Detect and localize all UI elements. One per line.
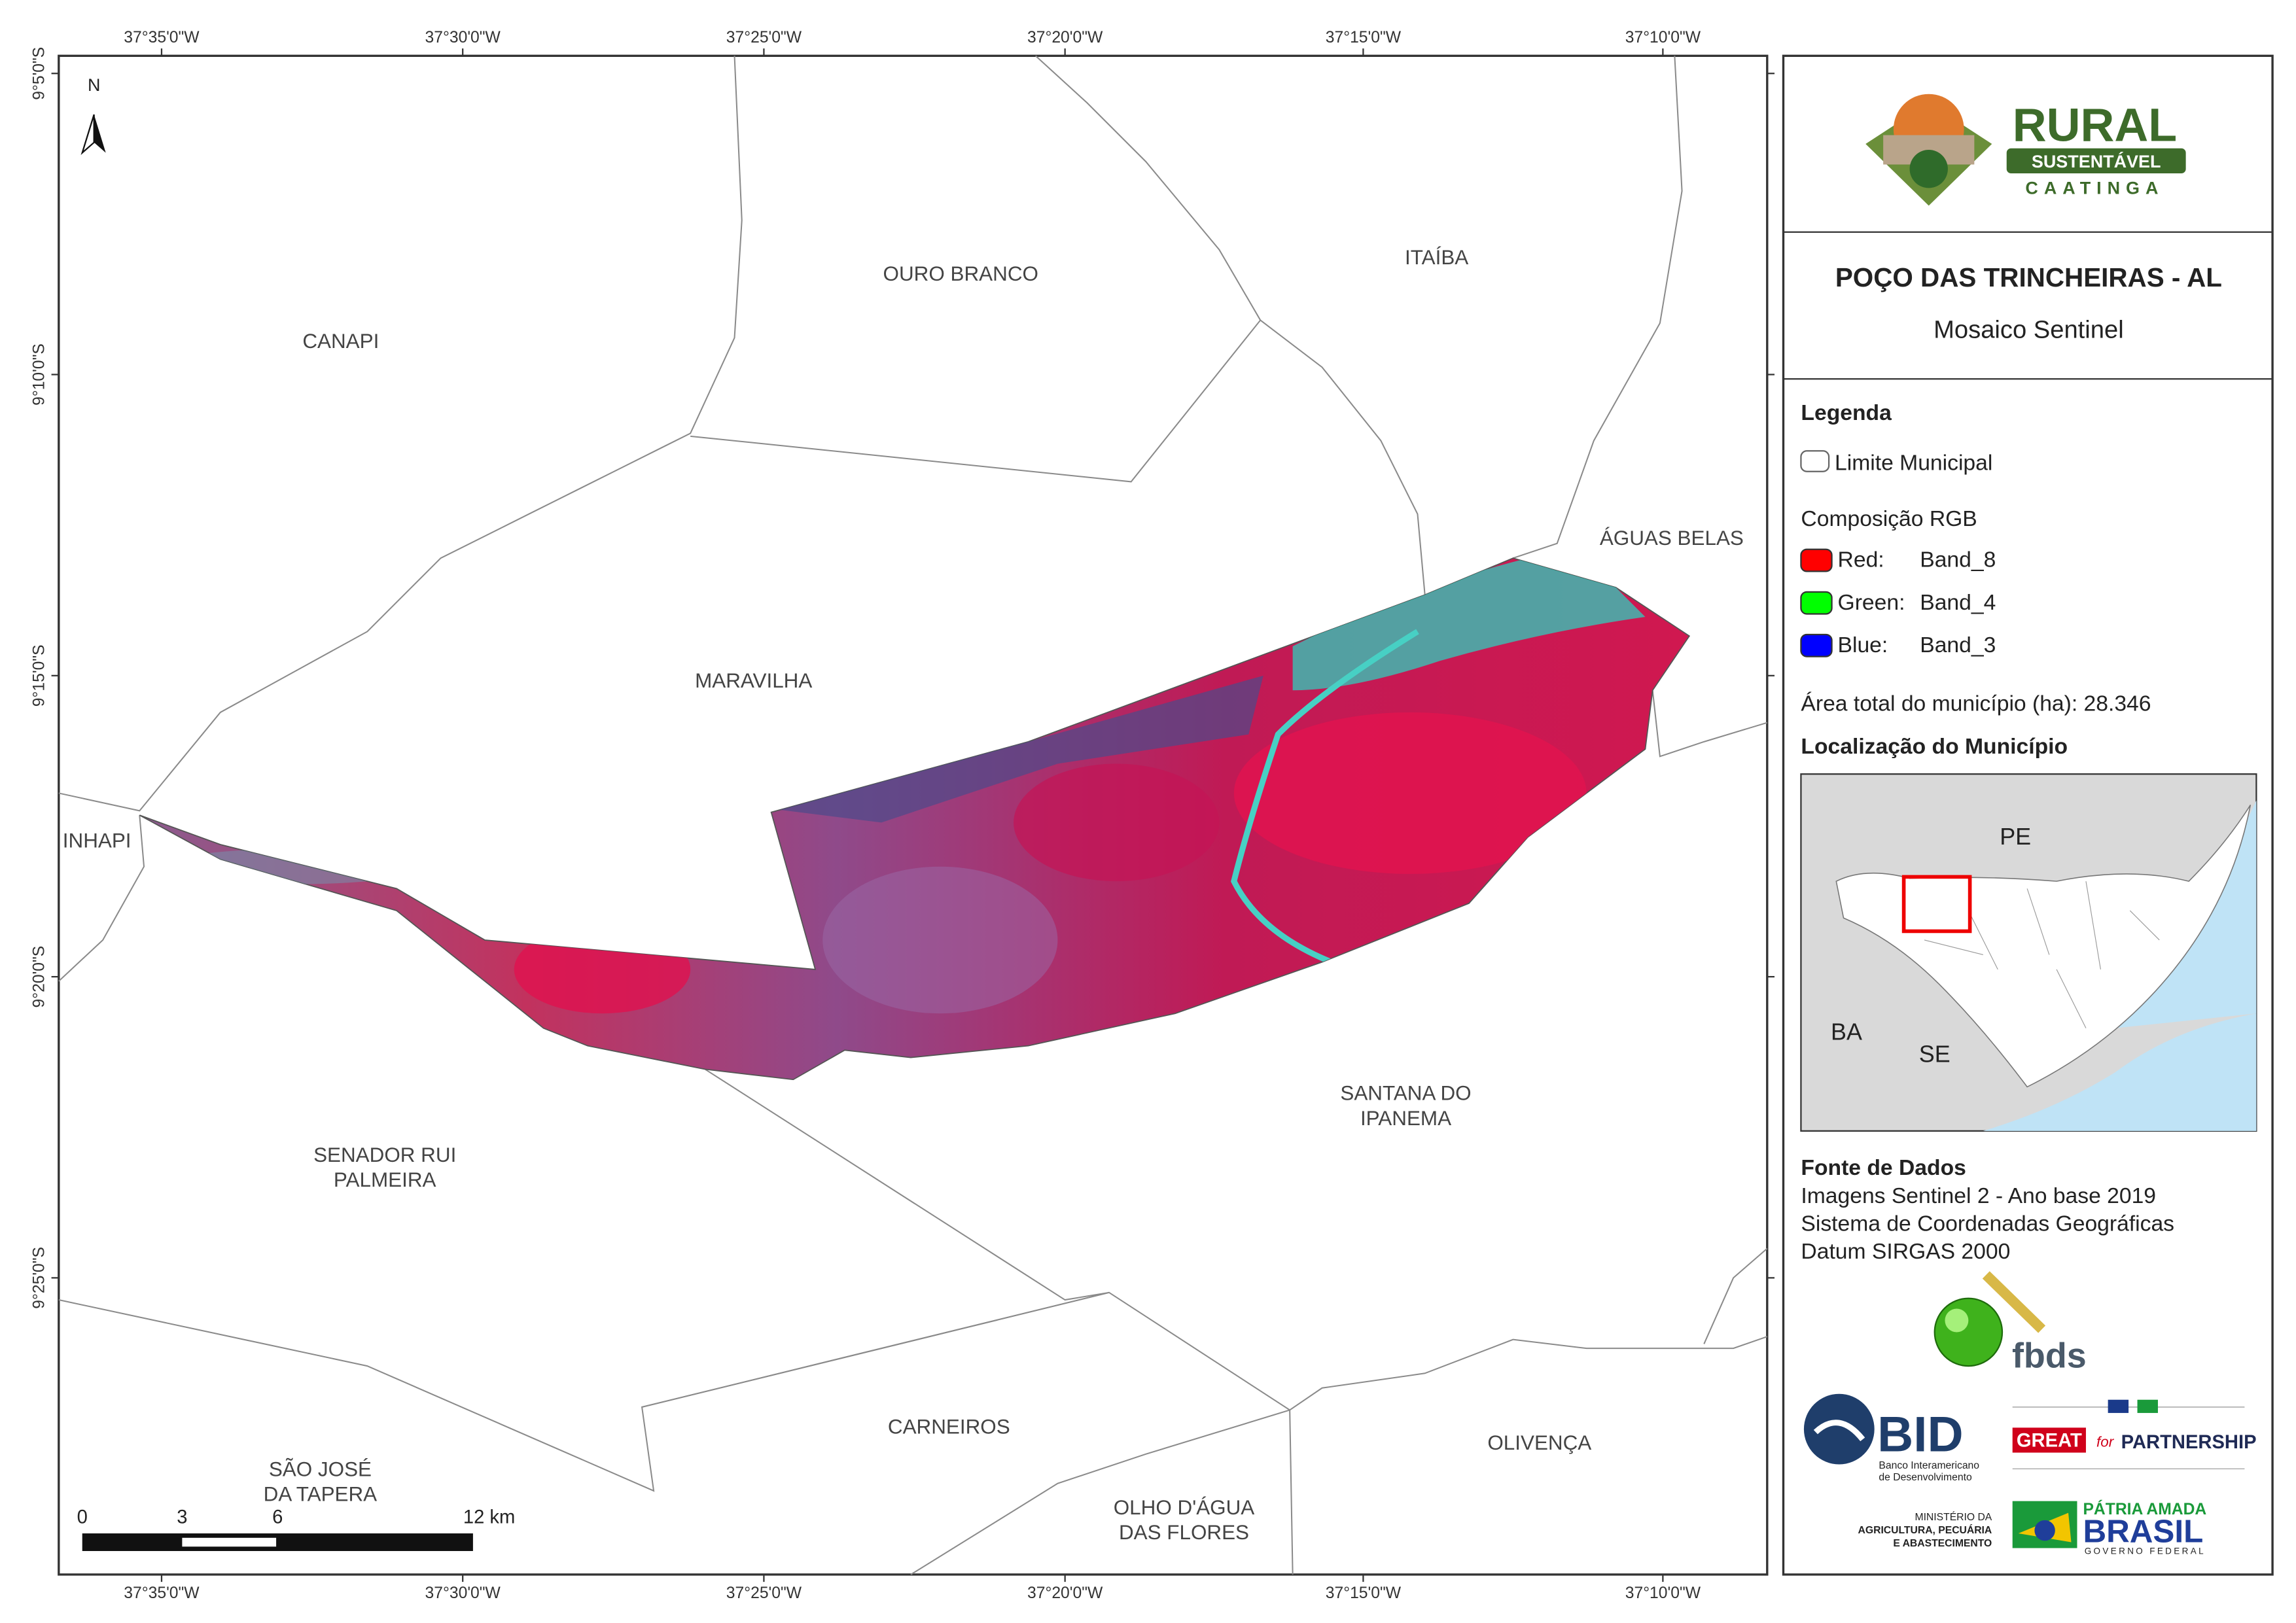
rural-logo: RURAL SUSTENTÁVEL CAATINGA — [1865, 94, 2186, 206]
logo-text: MINISTÉRIO DA — [1915, 1510, 1992, 1523]
logo-text: PÁTRIA AMADA — [2083, 1500, 2206, 1518]
municipality-label: DA TAPERA — [264, 1483, 377, 1506]
source-line: Datum SIRGAS 2000 — [1801, 1240, 2010, 1264]
ministry-logo: MINISTÉRIO DA AGRICULTURA, PECUÁRIA E AB… — [1858, 1500, 2207, 1556]
legend-subheading: Composição RGB — [1801, 507, 1977, 531]
boundaries — [58, 55, 1768, 1575]
municipality-label: OLIVENÇA — [1487, 1431, 1591, 1454]
legend-label: Band_8 — [1920, 548, 1996, 572]
logo-text: RURAL — [2013, 99, 2177, 152]
logo-text: SUSTENTÁVEL — [2032, 151, 2161, 171]
scale-label: 3 — [177, 1507, 187, 1527]
north-label: N — [88, 75, 100, 95]
area-text: Área total do município (ha): 28.346 — [1801, 692, 2151, 716]
scale-label: 0 — [77, 1507, 88, 1527]
coordinate-label: 37°15'0"W — [1326, 1584, 1402, 1602]
logo-text: GREAT — [2017, 1431, 2082, 1452]
inset-label: BA — [1831, 1019, 1862, 1045]
bid-logo: BID Banco Interamericano de Desenvolvime… — [1803, 1393, 1979, 1483]
coordinate-label: 37°20'0"W — [1027, 29, 1103, 46]
logo-text: PARTNERSHIP — [2121, 1432, 2257, 1453]
municipality-label: INHAPI — [63, 829, 132, 852]
fbds-logo: fbds — [1934, 1271, 2087, 1375]
municipality-label: ITAÍBA — [1405, 246, 1468, 269]
great-logo: GREAT for PARTNERSHIP — [2012, 1399, 2257, 1469]
municipality-label: PALMEIRA — [334, 1168, 436, 1191]
inset-map: PE BA SE — [1800, 773, 2257, 1132]
north-arrow: N — [80, 75, 106, 155]
coordinate-label: 9°15'0"S — [30, 644, 48, 707]
scale-label: 6 — [272, 1507, 283, 1527]
map-title: POÇO DAS TRINCHEIRAS - AL — [1835, 262, 2222, 292]
municipality-label: SÃO JOSÉ — [269, 1457, 372, 1480]
legend-label: Red: — [1838, 548, 1884, 572]
coordinate-label: 37°25'0"W — [726, 1584, 802, 1602]
scale-bar: 0 3 6 12 km — [77, 1507, 515, 1551]
coordinate-label: 37°35'0"W — [124, 1584, 200, 1602]
legend-heading: Legenda — [1801, 401, 1892, 425]
logo-text: GOVERNO FEDERAL — [2085, 1546, 2206, 1556]
coordinate-label: 37°30'0"W — [425, 29, 501, 46]
coordinate-label: 9°5'0"S — [30, 47, 48, 100]
municipality-label: CANAPI — [302, 330, 379, 353]
municipality-label: OLHO D'ÁGUA — [1114, 1496, 1255, 1519]
inset-label: SE — [1919, 1040, 1951, 1067]
logo-text: AGRICULTURA, PECUÁRIA — [1858, 1524, 1992, 1536]
coordinate-label: 9°20'0"S — [30, 946, 48, 1008]
logo-text: CAATINGA — [2025, 178, 2164, 198]
municipality-label: SENADOR RUI — [313, 1143, 456, 1166]
municipality-label: MARAVILHA — [695, 669, 812, 692]
coordinate-label: 37°10'0"W — [1625, 29, 1701, 46]
logo-text: fbds — [2012, 1336, 2087, 1375]
municipality-label: OURO BRANCO — [883, 262, 1038, 285]
rgb-swatch — [1800, 633, 1833, 657]
legend-label: Band_4 — [1920, 591, 1996, 615]
inset-label: PE — [2000, 823, 2031, 850]
coordinate-label: 37°30'0"W — [425, 1584, 501, 1602]
logo-text: de Desenvolvimento — [1879, 1472, 1972, 1483]
source-line: Imagens Sentinel 2 - Ano base 2019 — [1801, 1184, 2156, 1208]
boundary-swatch — [1800, 450, 1830, 472]
sources-heading: Fonte de Dados — [1801, 1156, 1966, 1180]
coordinate-label: 37°10'0"W — [1625, 1584, 1701, 1602]
logo-text: BID — [1877, 1406, 1963, 1462]
municipality-label: SANTANA DO — [1340, 1082, 1471, 1105]
source-line: Sistema de Coordenadas Geográficas — [1801, 1212, 2174, 1236]
logo-text: E ABASTECIMENTO — [1893, 1538, 1992, 1549]
legend-label: Blue: — [1838, 633, 1888, 657]
legend-label: Band_3 — [1920, 633, 1996, 657]
scale-label: 12 km — [463, 1507, 515, 1527]
coordinate-label: 37°35'0"W — [124, 29, 200, 46]
legend-label: Green: — [1838, 591, 1905, 615]
municipality-label: IPANEMA — [1360, 1107, 1451, 1130]
rgb-swatch — [1800, 591, 1833, 615]
coordinate-label: 9°10'0"S — [30, 343, 48, 406]
location-heading: Localização do Município — [1801, 735, 2068, 759]
sentinel-mosaic — [139, 557, 1691, 1081]
municipality-label: ÁGUAS BELAS — [1600, 527, 1744, 550]
legend-label: Limite Municipal — [1835, 451, 1992, 475]
coordinate-label: 37°25'0"W — [726, 29, 802, 46]
logo-text: for — [2096, 1434, 2115, 1450]
municipality-label: DAS FLORES — [1119, 1521, 1249, 1544]
rgb-swatch — [1800, 548, 1833, 572]
coordinate-label: 37°15'0"W — [1326, 29, 1402, 46]
coordinate-label: 37°20'0"W — [1027, 1584, 1103, 1602]
logo-text: BRASIL — [2083, 1514, 2203, 1550]
map-subtitle: Mosaico Sentinel — [1934, 315, 2124, 343]
logo-text: Banco Interamericano — [1879, 1460, 1979, 1471]
coordinate-label: 9°25'0"S — [30, 1247, 48, 1309]
municipality-label: CARNEIROS — [888, 1415, 1010, 1438]
